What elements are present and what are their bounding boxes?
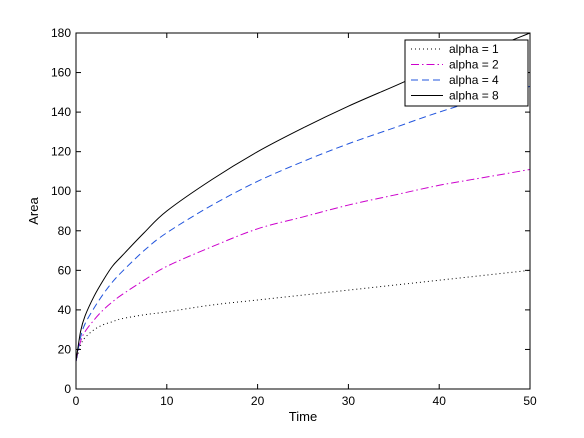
- y-tick-label: 60: [58, 263, 72, 277]
- legend-label: alpha = 4: [449, 73, 499, 87]
- y-tick-label: 120: [51, 145, 71, 159]
- x-tick-label: 20: [251, 394, 265, 408]
- plot-frame: [75, 32, 531, 390]
- y-tick-label: 80: [58, 224, 72, 238]
- x-axis-label: Time: [289, 409, 317, 424]
- ticks-layer: 0 10 20 30 40 50 0 20 40 60 80 100 120 140 160 180: [51, 26, 537, 408]
- legend-label: alpha = 1: [449, 42, 499, 56]
- y-tick-label: 20: [58, 342, 72, 356]
- y-tick-label: 140: [51, 105, 71, 119]
- legend-label: alpha = 2: [449, 58, 499, 72]
- x-tick-label: 10: [160, 394, 174, 408]
- y-tick-label: 40: [58, 303, 72, 317]
- x-tick-label: 50: [523, 394, 537, 408]
- x-tick-label: 30: [342, 394, 356, 408]
- x-tick-label: 0: [73, 394, 80, 408]
- y-axis-label: Area: [26, 197, 41, 225]
- y-tick-label: 180: [51, 26, 71, 40]
- series-line-2: [75, 168, 531, 362]
- legend-label: alpha = 8: [449, 89, 499, 103]
- x-tick-label: 40: [433, 394, 447, 408]
- y-tick-label: 0: [64, 382, 71, 396]
- y-tick-label: 160: [51, 66, 71, 80]
- y-tick-label: 100: [51, 184, 71, 198]
